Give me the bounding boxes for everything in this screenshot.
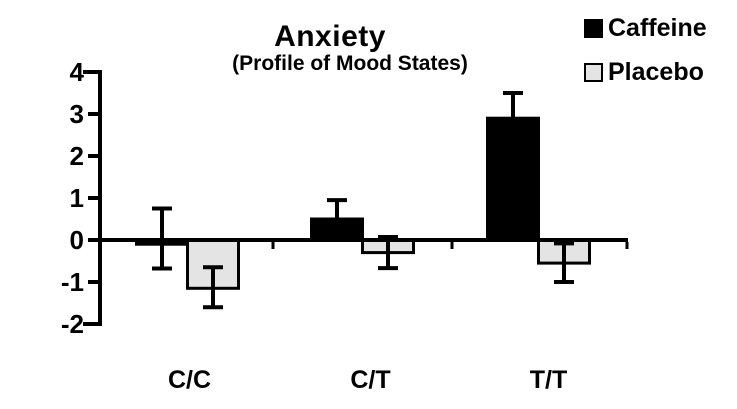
legend-label-placebo: Placebo — [608, 58, 704, 86]
y-tick-label-0: 0 — [70, 225, 84, 255]
y-tick-label-1: 1 — [70, 183, 84, 213]
legend: Caffeine Placebo — [584, 14, 707, 102]
x-category-label-tt: T/T — [530, 366, 568, 394]
y-tick-label-2: 2 — [70, 141, 84, 171]
bar-caffeine-ct — [310, 217, 364, 242]
legend-item-placebo: Placebo — [584, 58, 707, 87]
chart-subtitle: (Profile of Mood States) — [232, 52, 468, 75]
y-tick-label-3: 3 — [70, 99, 84, 129]
y-tick-label-1: -1 — [61, 267, 84, 297]
y-tick-label-4: 4 — [70, 57, 85, 87]
chart-title: Anxiety — [274, 20, 386, 53]
caffeine-swatch-icon — [584, 19, 603, 38]
y-tick-label-2: -2 — [61, 309, 84, 339]
placebo-swatch-icon — [584, 63, 603, 82]
x-category-label-cc: C/C — [168, 366, 211, 394]
legend-item-caffeine: Caffeine — [584, 14, 707, 43]
bar-caffeine-tt — [486, 116, 540, 242]
legend-label-caffeine: Caffeine — [608, 14, 707, 42]
x-category-label-ct: C/T — [350, 366, 390, 394]
